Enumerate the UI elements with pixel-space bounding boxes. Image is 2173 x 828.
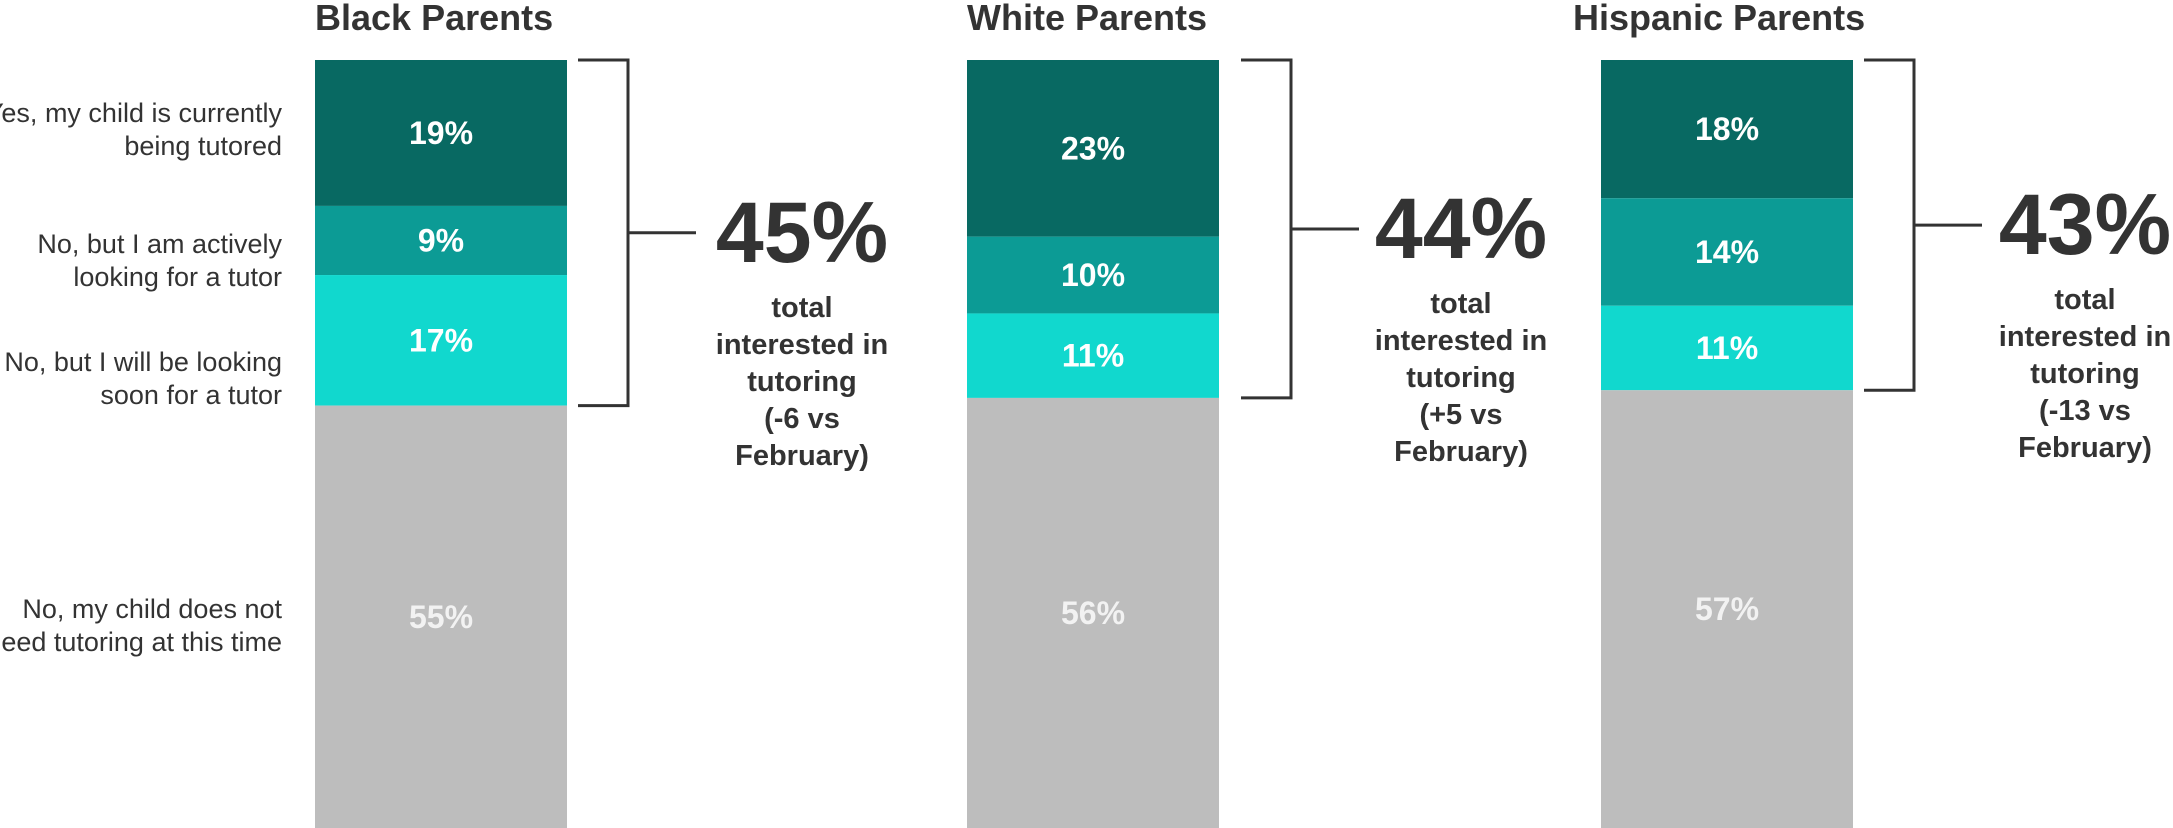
bracket-black-parents (578, 58, 696, 408)
bar-segment-hispanic-parents-1 (1601, 198, 1853, 306)
data-label-hispanic-parents-2: 11% (1696, 330, 1758, 366)
total-caption-white-parents-3: (+5 vs (1419, 399, 1502, 431)
bracket-white-parents (1241, 58, 1359, 400)
category-label-looking-soon: No, but I will be looking soon for a tut… (4, 347, 282, 410)
total-value-hispanic-parents: 43% (1999, 177, 2171, 273)
data-label-hispanic-parents-3: 57% (1695, 591, 1759, 627)
data-label-black-parents-2: 17% (409, 322, 473, 358)
bar-segment-hispanic-parents-2 (1601, 305, 1853, 391)
data-label-black-parents-1: 9% (418, 222, 464, 258)
total-value-white-parents: 44% (1375, 181, 1547, 277)
bracket-hispanic-parents (1864, 58, 1982, 392)
panel-title-white-parents: White Parents (967, 0, 1207, 38)
bar-segment-white-parents-2 (967, 313, 1219, 398)
category-label-actively-looking: No, but I am actively looking for a tuto… (37, 229, 282, 292)
total-caption-black-parents-1: interested in (716, 329, 888, 361)
bar-segment-hispanic-parents-0 (1601, 60, 1853, 199)
bar-segment-black-parents-2 (315, 275, 567, 406)
total-caption-black-parents-3: (-6 vs (764, 403, 840, 435)
panel-title-hispanic-parents: Hispanic Parents (1573, 0, 1865, 38)
bar-segment-white-parents-0 (967, 60, 1219, 237)
data-label-white-parents-3: 56% (1061, 595, 1125, 631)
data-label-white-parents-1: 10% (1061, 257, 1125, 293)
total-caption-hispanic-parents-4: February) (2018, 432, 2152, 464)
total-caption-white-parents-0: total (1430, 288, 1491, 320)
total-caption-white-parents-4: February) (1394, 436, 1528, 468)
panel-title-black-parents: Black Parents (315, 0, 553, 38)
data-label-black-parents-0: 19% (409, 115, 473, 151)
category-label-tutored: Yes, my child is currently being tutored (0, 98, 282, 161)
bar-segment-black-parents-3 (315, 405, 567, 828)
data-label-white-parents-0: 23% (1061, 130, 1125, 166)
total-caption-hispanic-parents-2: tutoring (2030, 358, 2140, 390)
data-label-hispanic-parents-1: 14% (1695, 234, 1759, 270)
total-caption-black-parents-4: February) (735, 440, 869, 472)
total-caption-hispanic-parents-0: total (2054, 284, 2115, 316)
total-caption-black-parents-2: tutoring (747, 366, 857, 398)
total-caption-hispanic-parents-3: (-13 vs (2039, 395, 2131, 427)
total-caption-white-parents-2: tutoring (1406, 362, 1516, 394)
data-label-hispanic-parents-0: 18% (1695, 111, 1759, 147)
total-caption-hispanic-parents-1: interested in (1999, 321, 2171, 353)
data-label-white-parents-2: 11% (1062, 338, 1124, 374)
bar-segment-hispanic-parents-3 (1601, 390, 1853, 828)
total-caption-white-parents-1: interested in (1375, 325, 1547, 357)
bar-segment-black-parents-0 (315, 60, 567, 206)
data-label-black-parents-3: 55% (409, 599, 473, 635)
total-caption-black-parents-0: total (771, 292, 832, 324)
category-label-no-need: No, my child does not need tutoring at t… (0, 594, 282, 657)
bar-segment-black-parents-1 (315, 205, 567, 276)
bar-segment-white-parents-1 (967, 236, 1219, 314)
total-value-black-parents: 45% (716, 185, 888, 281)
bar-segment-white-parents-3 (967, 397, 1219, 828)
